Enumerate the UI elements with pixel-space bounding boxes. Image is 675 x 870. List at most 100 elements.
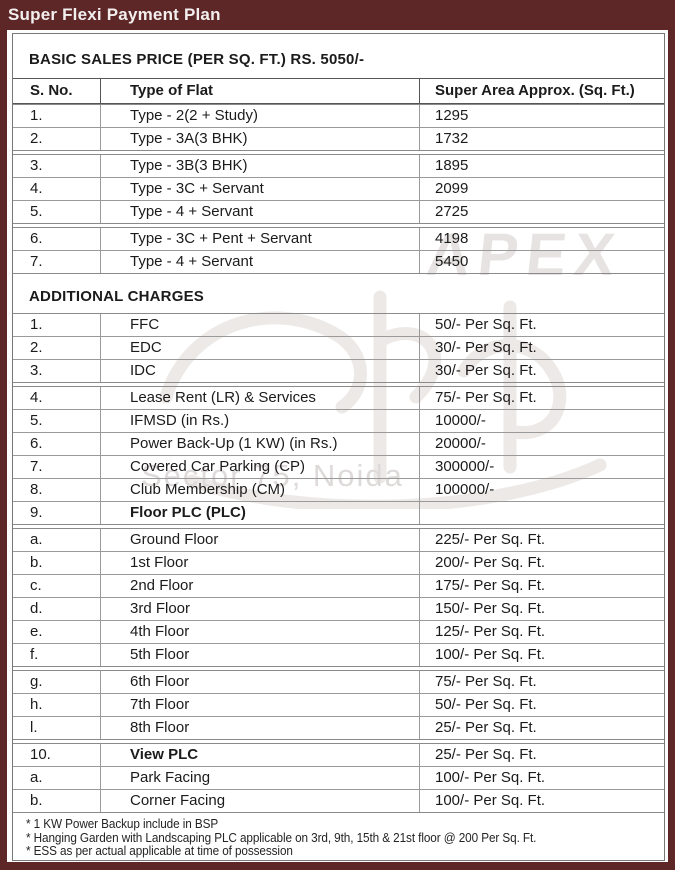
- row-label: EDC: [101, 337, 420, 359]
- row-label: FFC: [101, 314, 420, 336]
- row-label: 6th Floor: [101, 671, 420, 693]
- table-row: h. 7th Floor 50/- Per Sq. Ft.: [13, 694, 664, 717]
- table-row: 9. Floor PLC (PLC): [13, 502, 664, 525]
- row-sno: 2.: [13, 337, 101, 359]
- additional-charges-table: 1. FFC 50/- Per Sq. Ft. 2. EDC 30/- Per Sq. F…: [13, 313, 664, 813]
- additional-charges-heading: ADDITIONAL CHARGES: [29, 288, 204, 305]
- table-row: l. 8th Floor 25/- Per Sq. Ft.: [13, 717, 664, 740]
- table-row: a. Park Facing 100/- Per Sq. Ft.: [13, 767, 664, 790]
- row-sno: l.: [13, 717, 101, 739]
- row-sno: 6.: [13, 433, 101, 455]
- row-label: 3rd Floor: [101, 598, 420, 620]
- header-cell-area: Super Area Approx. (Sq. Ft.): [435, 82, 635, 99]
- row-value: 50/- Per Sq. Ft.: [435, 316, 537, 333]
- table-row: e. 4th Floor 125/- Per Sq. Ft.: [13, 621, 664, 644]
- table-row: 2. Type - 3A(3 BHK) 1732: [13, 128, 664, 151]
- row-group: 6. Type - 3C + Pent + Servant 4198 7. Type -…: [13, 227, 664, 274]
- table-row: g. 6th Floor 75/- Per Sq. Ft.: [13, 671, 664, 694]
- row-value: 75/- Per Sq. Ft.: [435, 673, 537, 690]
- flats-table-header-row: S. No. Type of Flat Super Area Approx. (…: [13, 78, 664, 104]
- title-bar: Super Flexi Payment Plan: [0, 0, 675, 30]
- row-label: IDC: [101, 360, 420, 382]
- row-value: 4198: [435, 230, 469, 247]
- row-label: Ground Floor: [101, 529, 420, 551]
- table-row: 6. Type - 3C + Pent + Servant 4198: [13, 228, 664, 251]
- row-sno: 8.: [13, 479, 101, 501]
- row-label: Type - 2(2 + Study): [101, 105, 420, 127]
- table-row: 5. Type - 4 + Servant 2725: [13, 201, 664, 224]
- row-label: 8th Floor: [101, 717, 420, 739]
- row-sno: h.: [13, 694, 101, 716]
- footnote-line: * ESS as per actual applicable at time o…: [26, 844, 664, 859]
- row-value: 50/- Per Sq. Ft.: [435, 696, 537, 713]
- row-group: 1. FFC 50/- Per Sq. Ft. 2. EDC 30/- Per Sq. F…: [13, 313, 664, 383]
- row-value: 25/- Per Sq. Ft.: [435, 719, 537, 736]
- document-body: APEX Sector 75, Noida BASIC SALES PRICE …: [7, 30, 668, 862]
- row-value: 150/- Per Sq. Ft.: [435, 600, 546, 617]
- row-sno: 6.: [13, 228, 101, 250]
- table-row: 7. Covered Car Parking (CP) 300000/-: [13, 456, 664, 479]
- row-value: 100/- Per Sq. Ft.: [435, 792, 546, 809]
- row-value: 200/- Per Sq. Ft.: [435, 554, 546, 571]
- row-label: Type - 3A(3 BHK): [101, 128, 420, 150]
- row-label: IFMSD (in Rs.): [101, 410, 420, 432]
- row-group: 1. Type - 2(2 + Study) 1295 2. Type - 3A(3 B…: [13, 104, 664, 151]
- row-value: [420, 502, 664, 524]
- row-sno: 5.: [13, 201, 101, 223]
- header-cell-sno: S. No.: [13, 79, 101, 103]
- row-label: Type - 3C + Servant: [101, 178, 420, 200]
- row-value: 10000/-: [435, 412, 486, 429]
- watermark-logo-icon: [159, 290, 607, 509]
- row-label: Corner Facing: [101, 790, 420, 812]
- footnotes: * 1 KW Power Backup include in BSP * Han…: [26, 817, 664, 859]
- row-sno: b.: [13, 552, 101, 574]
- row-sno: 5.: [13, 410, 101, 432]
- flats-table: S. No. Type of Flat Super Area Approx. (…: [13, 78, 664, 274]
- row-value: 175/- Per Sq. Ft.: [435, 577, 546, 594]
- row-value: 5450: [435, 253, 469, 270]
- table-row: 4. Lease Rent (LR) & Services 75/- Per Sq.…: [13, 387, 664, 410]
- footnote-text: * Hanging Garden with Landscaping PLC ap…: [26, 830, 537, 845]
- row-value: 100000/-: [435, 481, 495, 498]
- document-content: BASIC SALES PRICE (PER SQ. FT.) RS. 5050…: [13, 51, 664, 859]
- row-group: 4. Lease Rent (LR) & Services 75/- Per Sq.…: [13, 386, 664, 525]
- row-label: View PLC: [101, 744, 420, 766]
- row-label: Power Back-Up (1 KW) (in Rs.): [101, 433, 420, 455]
- row-sno: g.: [13, 671, 101, 693]
- row-label: Type - 3C + Pent + Servant: [101, 228, 420, 250]
- watermark-layer: APEX Sector 75, Noida: [13, 34, 664, 860]
- row-value: 125/- Per Sq. Ft.: [435, 623, 546, 640]
- row-group: 10. View PLC 25/- Per Sq. Ft. a. Park Facing…: [13, 743, 664, 813]
- row-group: 3. Type - 3B(3 BHK) 1895 4. Type - 3C + Serv…: [13, 154, 664, 224]
- table-row: 8. Club Membership (CM) 100000/-: [13, 479, 664, 502]
- row-label: 5th Floor: [101, 644, 420, 666]
- row-sno: 7.: [13, 251, 101, 273]
- table-row: 4. Type - 3C + Servant 2099: [13, 178, 664, 201]
- table-row: 3. Type - 3B(3 BHK) 1895: [13, 155, 664, 178]
- footnote-text: * ESS as per actual applicable at time o…: [26, 844, 293, 858]
- row-sno: 1.: [13, 314, 101, 336]
- row-sno: 2.: [13, 128, 101, 150]
- table-row: 3. IDC 30/- Per Sq. Ft.: [13, 360, 664, 383]
- table-row: 6. Power Back-Up (1 KW) (in Rs.) 20000/-: [13, 433, 664, 456]
- footnote-text: * 1 KW Power Backup include in BSP: [26, 817, 219, 831]
- row-sno: 1.: [13, 105, 101, 127]
- row-sno: 4.: [13, 178, 101, 200]
- table-row: d. 3rd Floor 150/- Per Sq. Ft.: [13, 598, 664, 621]
- row-sno: 3.: [13, 155, 101, 177]
- footnote-line: * 1 KW Power Backup include in BSP: [26, 817, 664, 832]
- row-label: Type - 4 + Servant: [101, 201, 420, 223]
- table-row: f. 5th Floor 100/- Per Sq. Ft.: [13, 644, 664, 667]
- watermark-location: Sector 75, Noida: [141, 458, 404, 493]
- row-sno: c.: [13, 575, 101, 597]
- row-sno: f.: [13, 644, 101, 666]
- table-row: 1. FFC 50/- Per Sq. Ft.: [13, 314, 664, 337]
- row-label: 1st Floor: [101, 552, 420, 574]
- row-value: 1732: [435, 130, 469, 147]
- table-row: c. 2nd Floor 175/- Per Sq. Ft.: [13, 575, 664, 598]
- row-group: g. 6th Floor 75/- Per Sq. Ft. h. 7th Floor 50…: [13, 670, 664, 740]
- row-value: 1895: [435, 157, 469, 174]
- footnote-line: * Hanging Garden with Landscaping PLC ap…: [26, 830, 664, 846]
- row-value: 2099: [435, 180, 469, 197]
- table-row: 2. EDC 30/- Per Sq. Ft.: [13, 337, 664, 360]
